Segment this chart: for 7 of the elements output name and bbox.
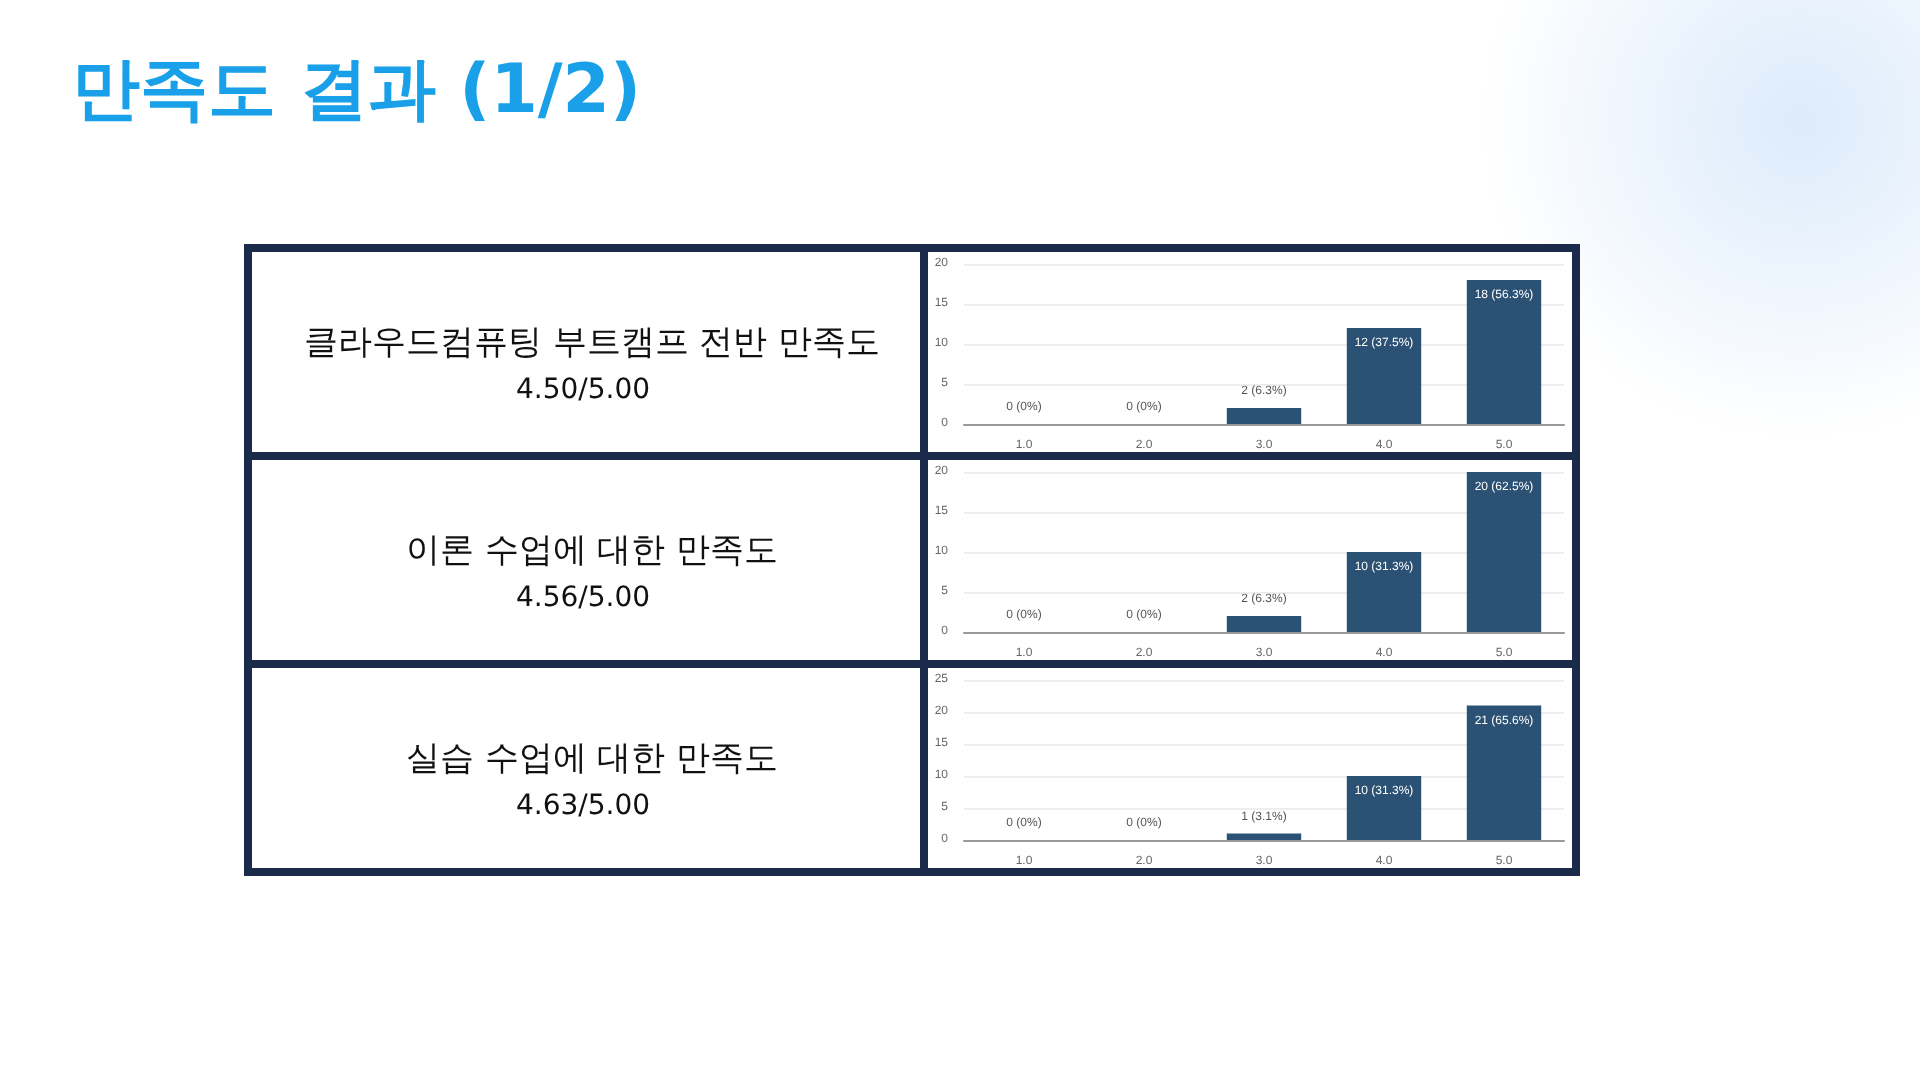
text: 클라우드컴퓨팅 부트캠프 전반 만족도: [303, 323, 881, 363]
text: 실습 수업에 대한 만족도: [405, 739, 779, 779]
text: 4.63/5.00: [516, 790, 651, 822]
text: 만족도 결과 (1/2): [72, 48, 641, 134]
text: 이론 수업에 대한 만족도: [405, 531, 779, 571]
text: 4.56/5.00: [516, 582, 651, 614]
text: 4.50/5.00: [516, 374, 651, 406]
